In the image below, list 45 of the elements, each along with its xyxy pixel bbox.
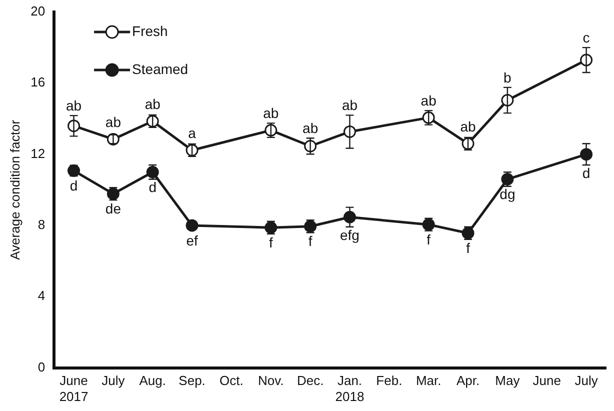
y-tick-label: 12 [30,146,46,161]
data-label: a [188,125,196,142]
data-label: b [504,69,512,86]
legend-label: Fresh [132,22,168,39]
x-tick-label: Jan. 2018 [335,373,364,404]
x-tick-label: Aug. [139,373,166,388]
y-tick-label: 0 [38,359,46,374]
x-tick-label: July [574,373,598,388]
data-label: ab [66,97,82,114]
data-label: c [582,29,590,46]
x-tick-label: Dec. [296,373,324,388]
x-tick-label: Oct. [220,373,244,388]
x-tick-label: July [102,373,126,388]
data-label: efg [340,226,360,243]
data-label: de [105,200,122,217]
data-label: f [426,231,431,248]
data-label: ab [460,118,476,135]
data-label: dg [500,186,516,202]
y-tick-label: 16 [30,74,46,90]
x-tick-label: Sep. [178,373,206,388]
x-tick-label: June 2017 [59,373,88,404]
data-label: ab [302,120,318,136]
y-axis-title: Average condition factor [7,119,22,260]
y-tick-label: 20 [30,4,46,19]
data-label: f [308,233,312,250]
x-tick-label: Nov. [258,373,284,388]
x-tick-label: May [495,373,520,388]
data-label: ab [342,97,358,114]
data-label: f [268,234,273,250]
data-label: ab [105,114,122,130]
y-tick-label: 4 [38,288,46,304]
x-tick-label: Feb. [376,373,402,388]
x-tick-label: June [532,373,561,388]
data-label: ab [144,96,161,112]
data-label: d [148,179,157,196]
data-label: ef [186,232,198,248]
data-label: f [466,240,470,256]
legend-label: Steamed [132,60,188,77]
data-label: d [70,178,78,194]
y-tick-label: 8 [38,217,46,232]
x-tick-label: Apr. [456,373,480,388]
x-tick-label: Mar. [416,373,442,388]
data-label: ab [420,92,437,108]
data-label: ab [263,105,279,122]
data-label: d [582,164,590,181]
